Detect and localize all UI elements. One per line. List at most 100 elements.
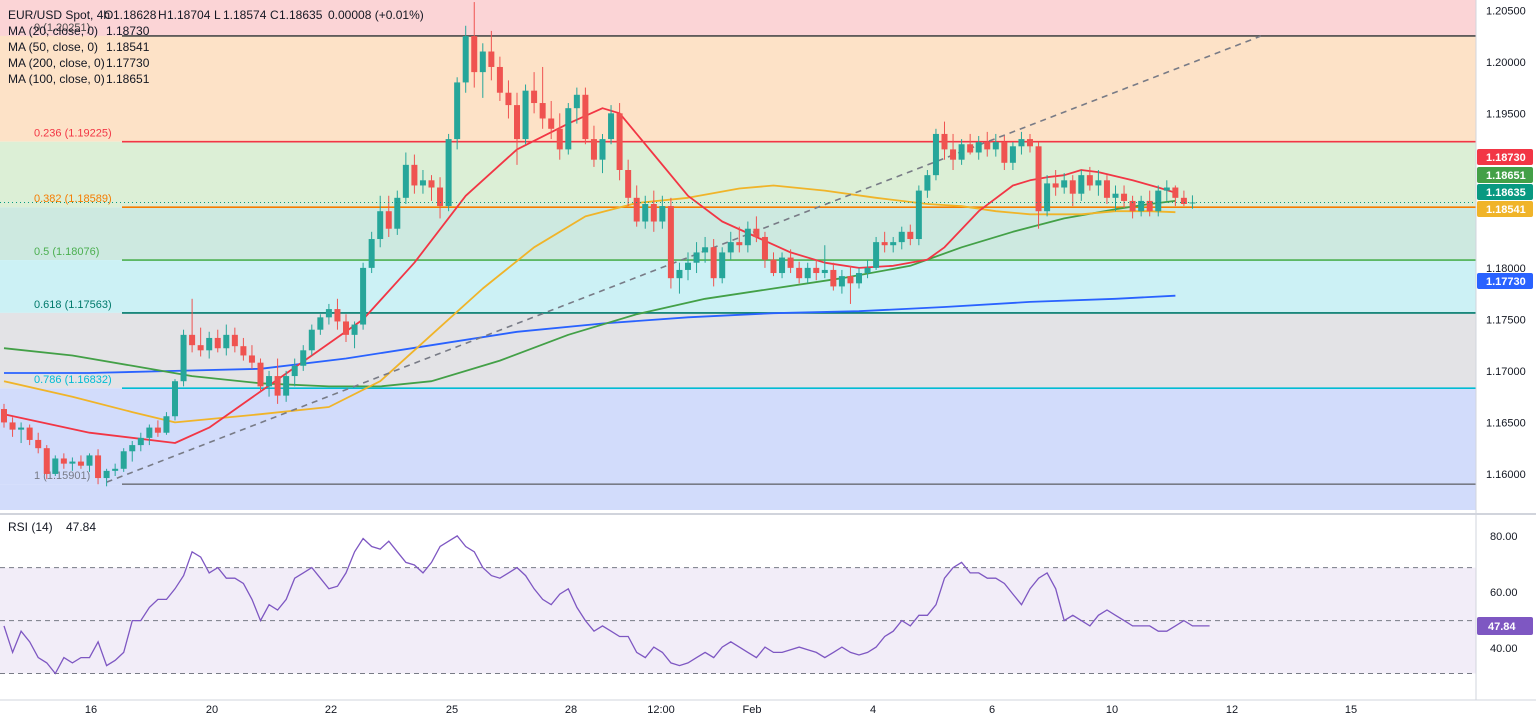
candle-body <box>1146 200 1153 212</box>
fib-zone <box>0 207 1476 261</box>
ohlc-key: L <box>214 8 221 22</box>
candle-body <box>274 376 281 396</box>
fibonacci-retracement: 0 (1.20251) 0.236 (1.19225) 0.382 (1.18589… <box>0 0 1476 510</box>
price-tick-label: 1.20000 <box>1486 57 1526 69</box>
candle-body <box>1009 146 1016 163</box>
candle-body <box>77 461 84 466</box>
candle <box>984 131 991 157</box>
candle <box>975 136 982 160</box>
candle <box>847 265 854 304</box>
candle-body <box>1069 180 1076 194</box>
time-tick-label: 4 <box>870 704 876 716</box>
candle-body <box>137 437 144 446</box>
ohlc-value: 1.18704 <box>167 8 211 22</box>
price-tag-label: 1.17730 <box>1486 276 1526 288</box>
candle-body <box>180 334 187 382</box>
candle-body <box>582 94 589 140</box>
ohlc-value: 1.18628 <box>113 8 157 22</box>
candle-body <box>18 427 25 430</box>
price-tag-box <box>1477 184 1533 200</box>
price-axis-bg <box>1476 0 1536 719</box>
candle <box>582 87 589 145</box>
candle <box>283 370 290 402</box>
candle <box>890 236 897 253</box>
candle <box>1146 190 1153 217</box>
fib-level-label: 0.5 (1.18076) <box>34 246 99 258</box>
candle-body <box>411 164 418 186</box>
candle-body <box>932 133 939 176</box>
candle-body <box>120 451 127 469</box>
fib-zone <box>0 260 1476 313</box>
ohlc-key: C <box>270 8 279 22</box>
rsi-line <box>3 535 1210 675</box>
rsi-title: RSI (14) <box>8 520 53 534</box>
candle-body <box>796 267 803 279</box>
candle-body <box>1095 180 1102 186</box>
candle <box>325 303 332 325</box>
candle-body <box>197 345 204 351</box>
candle-body <box>69 461 76 464</box>
candle <box>608 105 615 145</box>
candle-body <box>950 149 957 160</box>
candle <box>154 420 161 437</box>
candle-body <box>419 180 426 186</box>
ma50-line <box>3 184 1176 424</box>
ma-legend-value: 1.18541 <box>106 40 150 54</box>
candle <box>180 329 187 387</box>
ma-legend-label: MA (200, close, 0) <box>8 56 105 70</box>
ma200-line <box>4 294 1176 374</box>
candle-body <box>915 190 922 240</box>
candle <box>488 30 495 81</box>
candle <box>702 236 709 263</box>
fib-zone <box>0 312 1476 389</box>
candle-body <box>172 381 178 417</box>
rsi-tick-label: 80.00 <box>1490 531 1518 543</box>
candle-body <box>847 276 854 284</box>
candle-body <box>719 252 726 279</box>
candle-body <box>86 455 93 466</box>
ma-legend-value: 1.18651 <box>106 72 150 86</box>
fib-zone <box>0 388 1476 485</box>
candle-body <box>1086 175 1093 186</box>
candle <box>744 221 751 253</box>
candle-body <box>753 228 760 237</box>
candle <box>1018 131 1025 155</box>
candle <box>736 226 743 253</box>
candle <box>394 190 401 235</box>
candle <box>676 262 683 294</box>
candle <box>864 259 871 279</box>
candle <box>727 231 734 260</box>
candle-body <box>1018 139 1025 147</box>
candle <box>445 133 452 212</box>
candle-body <box>112 468 119 471</box>
candle-body <box>599 139 606 160</box>
candle <box>796 261 803 284</box>
time-axis-bg <box>0 700 1536 719</box>
candle <box>496 56 503 101</box>
candle <box>317 314 324 335</box>
candle-body <box>676 269 683 279</box>
candle-body <box>360 267 367 325</box>
candle <box>1163 180 1170 201</box>
ma-legend-value: 1.18730 <box>106 24 150 38</box>
candle <box>779 252 786 279</box>
candle-body <box>325 309 332 318</box>
candle <box>95 449 102 485</box>
candle <box>625 159 632 207</box>
candle <box>548 100 555 140</box>
candle <box>172 379 178 421</box>
candle-body <box>214 337 221 349</box>
candle-body <box>129 445 136 452</box>
ma-legend-label: MA (100, close, 0) <box>8 72 105 86</box>
candle <box>1061 173 1068 194</box>
rsi-tick-label: 60.00 <box>1490 587 1518 599</box>
candle-body <box>488 51 495 67</box>
candle-body <box>890 242 897 246</box>
candle-body <box>548 118 555 129</box>
candle-body <box>813 267 820 274</box>
candle-body <box>898 231 905 243</box>
fib-zone <box>0 141 1476 208</box>
candle-body <box>223 334 230 349</box>
candle-body <box>693 252 700 263</box>
